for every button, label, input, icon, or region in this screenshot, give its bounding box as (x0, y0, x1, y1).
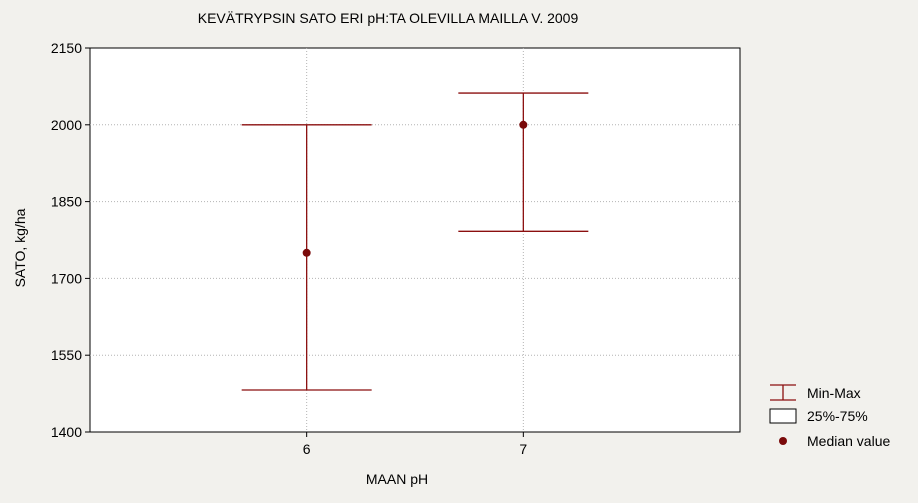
legend: Min-Max 25%-75% Median value (769, 384, 890, 449)
y-tick-label: 1850 (51, 194, 82, 210)
y-tick-label: 2000 (51, 117, 82, 133)
legend-minmax-icon (770, 384, 796, 401)
marks-layer (241, 92, 589, 391)
legend-box-label: 25%-75% (807, 408, 868, 424)
axis-layer: 1400 1550 1700 1850 2000 2150 6 7 (51, 40, 528, 457)
x-axis-label: MAAN pH (366, 471, 428, 487)
y-tick-label: 1400 (51, 424, 82, 440)
median-point-7 (519, 120, 528, 129)
y-tick-label: 2150 (51, 40, 82, 56)
y-tick-label: 1550 (51, 347, 82, 363)
legend-median-label: Median value (807, 433, 890, 449)
legend-minmax-label: Min-Max (807, 385, 861, 401)
y-axis-label: SATO, kg/ha (12, 208, 28, 287)
chart-title: KEVÄTRYPSIN SATO ERI pH:TA OLEVILLA MAIL… (198, 10, 579, 26)
legend-median-icon (779, 437, 787, 445)
x-tick-label: 7 (519, 441, 527, 457)
y-tick-label: 1700 (51, 270, 82, 286)
legend-box-icon (769, 408, 797, 424)
x-tick-label: 6 (303, 441, 311, 457)
median-point-6 (302, 248, 311, 257)
plot-area (89, 47, 741, 433)
